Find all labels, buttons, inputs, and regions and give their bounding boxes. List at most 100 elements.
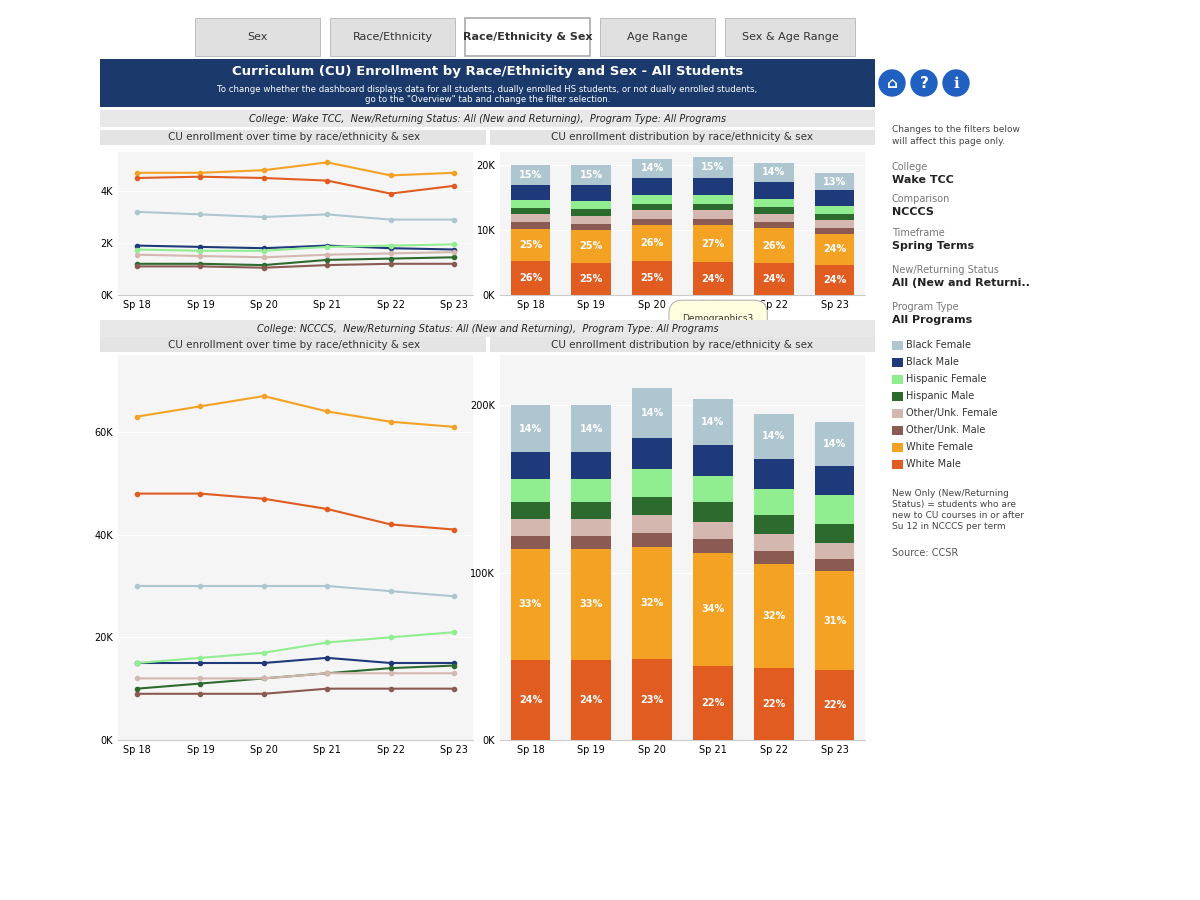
Bar (600, 18, 715, 56)
Bar (892, 341, 904, 350)
Text: Demographics3: Demographics3 (683, 314, 754, 323)
Text: go to the "Overview" tab and change the filter selection.: go to the "Overview" tab and change the … (365, 95, 610, 104)
Bar (100, 337, 486, 352)
Text: Other/Unk. Female: Other/Unk. Female (906, 408, 997, 418)
Text: 14%: 14% (641, 163, 664, 173)
Bar (466, 18, 590, 56)
Bar (632, 225, 672, 261)
Bar (632, 533, 672, 546)
Text: White Male: White Male (906, 459, 961, 469)
Circle shape (943, 70, 970, 96)
Bar (754, 563, 793, 668)
Bar (571, 209, 611, 216)
Text: 14%: 14% (580, 424, 602, 434)
Bar (754, 515, 793, 535)
Bar (694, 219, 733, 225)
Bar (815, 234, 854, 265)
Text: 15%: 15% (580, 170, 602, 180)
Text: 26%: 26% (641, 238, 664, 248)
Text: 25%: 25% (580, 274, 602, 284)
Bar (571, 230, 611, 263)
Bar (571, 216, 611, 223)
Bar (571, 549, 611, 660)
Text: 24%: 24% (762, 274, 785, 284)
Text: 24%: 24% (701, 274, 725, 284)
Circle shape (878, 70, 905, 96)
Bar (571, 479, 611, 502)
Bar (815, 559, 854, 572)
Text: 34%: 34% (701, 605, 725, 615)
Bar (632, 498, 672, 515)
Bar (892, 358, 904, 367)
Bar (100, 59, 875, 107)
Text: Sex: Sex (247, 32, 268, 42)
Bar (571, 519, 611, 536)
Text: Comparison: Comparison (892, 194, 950, 204)
Bar (511, 405, 550, 452)
Text: 31%: 31% (823, 616, 846, 625)
Bar (511, 536, 550, 549)
Bar (815, 670, 854, 740)
Bar (490, 337, 875, 352)
Text: 22%: 22% (762, 699, 785, 709)
Text: NCCCS: NCCCS (892, 207, 934, 217)
Text: new to CU courses in or after: new to CU courses in or after (892, 511, 1024, 520)
Bar (892, 460, 904, 469)
Bar (754, 163, 793, 182)
Text: 32%: 32% (641, 598, 664, 608)
Bar (571, 405, 611, 452)
Bar (511, 660, 550, 740)
Text: 27%: 27% (701, 238, 725, 248)
Text: Sex & Age Range: Sex & Age Range (742, 32, 839, 42)
Bar (694, 203, 733, 211)
Bar (632, 469, 672, 498)
Text: Su 12 in NCCCS per term: Su 12 in NCCCS per term (892, 522, 1006, 531)
Bar (754, 668, 793, 740)
Text: 15%: 15% (701, 162, 725, 173)
Bar (511, 222, 550, 229)
Bar (725, 18, 854, 56)
Bar (511, 519, 550, 536)
Bar (632, 546, 672, 659)
Bar (632, 437, 672, 469)
Bar (754, 489, 793, 515)
Bar (694, 475, 733, 502)
Text: 14%: 14% (518, 424, 542, 434)
Bar (892, 443, 904, 452)
Bar (754, 207, 793, 213)
Bar (694, 502, 733, 522)
Text: 14%: 14% (823, 439, 846, 449)
Text: Other/Unk. Male: Other/Unk. Male (906, 425, 985, 435)
Text: ?: ? (919, 76, 929, 91)
Bar (694, 553, 733, 666)
Text: 23%: 23% (641, 695, 664, 705)
Bar (815, 190, 854, 206)
Text: College: Wake TCC,  New/Returning Status: All (New and Returning),  Program Type: College: Wake TCC, New/Returning Status:… (248, 113, 726, 123)
Bar (815, 265, 854, 295)
Bar (571, 165, 611, 184)
Bar (511, 200, 550, 208)
Bar (511, 549, 550, 660)
Bar (754, 229, 793, 263)
Text: Status) = students who are: Status) = students who are (892, 500, 1016, 509)
Text: White Female: White Female (906, 442, 973, 452)
Text: 14%: 14% (762, 167, 785, 177)
Bar (632, 195, 672, 203)
Bar (632, 177, 672, 195)
Text: Race/Ethnicity: Race/Ethnicity (353, 32, 432, 42)
Text: To change whether the dashboard displays data for all students, dually enrolled : To change whether the dashboard displays… (217, 86, 757, 94)
Text: College: NCCCS,  New/Returning Status: All (New and Returning),  Program Type: A: College: NCCCS, New/Returning Status: Al… (257, 323, 719, 334)
Bar (754, 199, 793, 207)
Text: Program Type: Program Type (892, 302, 959, 312)
Bar (511, 452, 550, 479)
Text: will affect this page only.: will affect this page only. (892, 137, 1006, 146)
Bar (511, 502, 550, 519)
Text: Hispanic Male: Hispanic Male (906, 391, 974, 401)
Text: New Only (New/Returning: New Only (New/Returning (892, 489, 1009, 498)
Text: Hispanic Female: Hispanic Female (906, 374, 986, 384)
Bar (100, 110, 875, 127)
Bar (754, 182, 793, 199)
Bar (194, 18, 320, 56)
Bar (815, 228, 854, 234)
Bar (100, 320, 875, 337)
